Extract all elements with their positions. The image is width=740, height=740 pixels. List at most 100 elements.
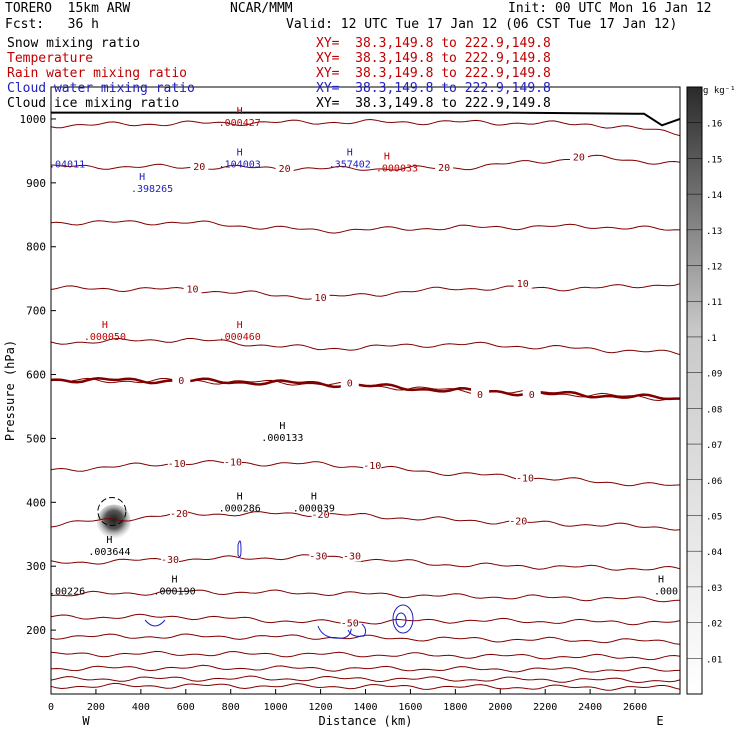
extremum-value: .000050 bbox=[84, 332, 126, 343]
init-time: Init: 00 UTC Mon 16 Jan 12 bbox=[508, 1, 712, 16]
legend-rain-xy: XY= 38.3,149.8 to 222.9,149.8 bbox=[316, 66, 551, 81]
isotherm-label-bg bbox=[172, 373, 191, 386]
extremum-marker: H bbox=[102, 320, 108, 331]
extremum-value: .398265 bbox=[131, 184, 173, 195]
isotherm-label: -10 bbox=[516, 474, 534, 485]
extremum-marker: H bbox=[237, 106, 243, 117]
isotherm-label: -10 bbox=[168, 459, 186, 470]
colorbar: .01 .02 .03 .04 .05 .06 .07 .08 .09 .1 .11 .12 .13 .1… bbox=[686, 86, 722, 695]
extremum-value: .000039 bbox=[293, 503, 335, 514]
cloud-contour bbox=[317, 622, 352, 639]
legend-cloud-water-xy: XY= 38.3,149.8 to 222.9,149.8 bbox=[316, 81, 551, 96]
y-tick-label: 700 bbox=[26, 305, 46, 318]
west-label: W bbox=[82, 714, 90, 728]
isotherm-label-bg bbox=[513, 276, 532, 289]
extremum-value: .000286 bbox=[219, 503, 261, 514]
isotherm-line bbox=[50, 613, 681, 626]
cloud-contour bbox=[144, 619, 166, 627]
cloud-contour bbox=[347, 623, 367, 637]
partial-extremum-value: .000 bbox=[654, 586, 678, 597]
isotherm-label-bg bbox=[340, 616, 359, 629]
x-axis-title: Distance (km) bbox=[319, 714, 413, 728]
x-tick-label: 200 bbox=[87, 702, 105, 713]
colorbar-tick-label: .01 bbox=[706, 655, 722, 665]
colorbar-tick-label: .11 bbox=[706, 298, 722, 308]
isotherm-label: -20 bbox=[170, 509, 188, 520]
isotherm-label: -50 bbox=[341, 619, 359, 630]
isotherm-line bbox=[50, 682, 681, 691]
center-name: NCAR/MMM bbox=[230, 1, 293, 16]
cloud-water-contours bbox=[144, 540, 414, 639]
isotherm-label: 20 bbox=[193, 162, 205, 173]
x-tick-label: 1000 bbox=[264, 702, 288, 713]
x-tick-label: 1800 bbox=[443, 702, 467, 713]
isotherm-label-bg bbox=[167, 456, 186, 469]
isotherm-label: -30 bbox=[161, 555, 179, 566]
isotherm-label: 0 bbox=[477, 390, 483, 401]
extremum-marker: H bbox=[172, 574, 178, 585]
isotherm-label-bg bbox=[311, 290, 330, 303]
legend-rain: Rain water mixing ratio bbox=[7, 66, 188, 81]
isotherm-label: -20 bbox=[312, 510, 330, 521]
extremum-value: .003644 bbox=[88, 547, 130, 558]
colorbar-tick-label: .12 bbox=[706, 263, 722, 273]
y-axis-title: Pressure (hPa) bbox=[3, 340, 17, 441]
extremum-marker: H bbox=[106, 535, 112, 546]
y-tick-label: 1000 bbox=[20, 113, 47, 126]
isotherm-line bbox=[50, 220, 681, 234]
isotherm-label: 0 bbox=[178, 376, 184, 387]
isotherm-label: -20 bbox=[509, 516, 527, 527]
partial-extremum-value: .00226 bbox=[49, 586, 85, 597]
plot-area bbox=[51, 87, 680, 694]
colorbar-tick-label: .13 bbox=[706, 227, 722, 237]
extremum-marker: H bbox=[237, 320, 243, 331]
x-tick-label: 600 bbox=[177, 702, 195, 713]
snow-max-shade bbox=[96, 504, 131, 539]
isotherm-label-bg bbox=[170, 506, 189, 519]
isotherm-label: -10 bbox=[363, 461, 381, 472]
legend-cloud-ice: Cloud ice mixing ratio bbox=[7, 96, 180, 111]
extremum-marker: H bbox=[139, 172, 145, 183]
isotherm-line bbox=[50, 650, 681, 661]
x-tick-label: 0 bbox=[48, 702, 54, 713]
x-tick-label: 400 bbox=[132, 702, 150, 713]
isotherm-label-bg bbox=[340, 376, 359, 389]
valid-time: Valid: 12 UTC Tue 17 Jan 12 (06 CST Tue … bbox=[286, 17, 678, 32]
isotherm-label: 0 bbox=[347, 378, 353, 389]
snow-maximum-shading bbox=[96, 496, 131, 539]
extremum-marker: H bbox=[658, 574, 664, 585]
isotherm-label-bg bbox=[190, 159, 209, 172]
colorbar-tick-label: .14 bbox=[706, 191, 722, 201]
extremum-value: .104003 bbox=[219, 160, 261, 171]
extremum-value: .000190 bbox=[153, 586, 195, 597]
y-tick-label: 400 bbox=[26, 496, 46, 509]
freezing-level-line bbox=[50, 377, 680, 401]
cloud-ice-contour bbox=[97, 496, 127, 526]
isotherm-line bbox=[50, 589, 681, 603]
isotherm-label: 0 bbox=[529, 390, 535, 401]
isotherm-line bbox=[50, 283, 681, 300]
colorbar-tick-label: .03 bbox=[706, 584, 722, 594]
y-tick-label: 800 bbox=[26, 241, 46, 254]
x-tick-label: 2200 bbox=[533, 702, 557, 713]
x-tick-label: 1600 bbox=[398, 702, 422, 713]
isotherm-line bbox=[50, 664, 681, 673]
isotherm-label-bg bbox=[161, 552, 180, 565]
isotherm-label-bg bbox=[435, 161, 454, 174]
colorbar-tick-label: .07 bbox=[706, 441, 722, 451]
axes: 0 200 400 600 800 1000 1200 1400 1600 1800 2000 220… bbox=[3, 113, 664, 728]
cloud-contour bbox=[237, 540, 242, 558]
y-tick-label: 600 bbox=[26, 369, 46, 382]
isotherm-line bbox=[50, 337, 681, 356]
isotherm-label-bg bbox=[311, 508, 330, 521]
isotherm-label: -10 bbox=[224, 458, 242, 469]
legend-snow-xy: XY= 38.3,149.8 to 222.9,149.8 bbox=[316, 36, 551, 51]
terrain-line bbox=[51, 111, 681, 127]
colorbar-tick-label: .16 bbox=[706, 120, 722, 130]
colorbar-tick-label: .05 bbox=[706, 512, 722, 522]
model-name: TORERO 15km ARW bbox=[5, 1, 131, 16]
colorbar-tick-label: .08 bbox=[706, 405, 722, 415]
extremum-value: .000033 bbox=[376, 164, 418, 175]
isotherm-label: -30 bbox=[343, 552, 361, 563]
